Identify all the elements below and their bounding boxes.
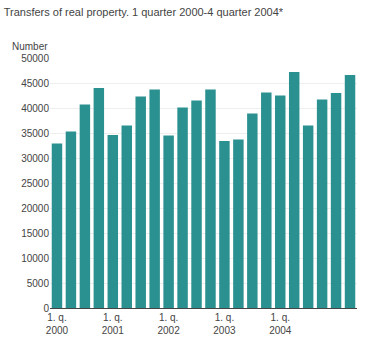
svg-text:Transfers of real property. 1: Transfers of real property. 1 quarter 20…: [4, 6, 284, 18]
svg-text:10000: 10000: [21, 253, 49, 264]
svg-text:20000: 20000: [21, 203, 49, 214]
svg-text:30000: 30000: [21, 153, 49, 164]
svg-text:1. q.2001: 1. q.2001: [102, 312, 125, 336]
svg-text:Number: Number: [12, 41, 48, 52]
svg-text:50000: 50000: [21, 53, 49, 64]
svg-text:15000: 15000: [21, 228, 49, 239]
svg-text:1. q.2002: 1. q.2002: [157, 312, 180, 336]
svg-text:1. q.2000: 1. q.2000: [46, 312, 69, 336]
svg-text:35000: 35000: [21, 128, 49, 139]
svg-text:0: 0: [43, 303, 49, 314]
svg-text:25000: 25000: [21, 178, 49, 189]
svg-text:1. q.2003: 1. q.2003: [213, 312, 236, 336]
svg-text:45000: 45000: [21, 78, 49, 89]
svg-text:40000: 40000: [21, 103, 49, 114]
svg-text:1. q.2004: 1. q.2004: [269, 312, 292, 336]
svg-text:5000: 5000: [27, 278, 50, 289]
